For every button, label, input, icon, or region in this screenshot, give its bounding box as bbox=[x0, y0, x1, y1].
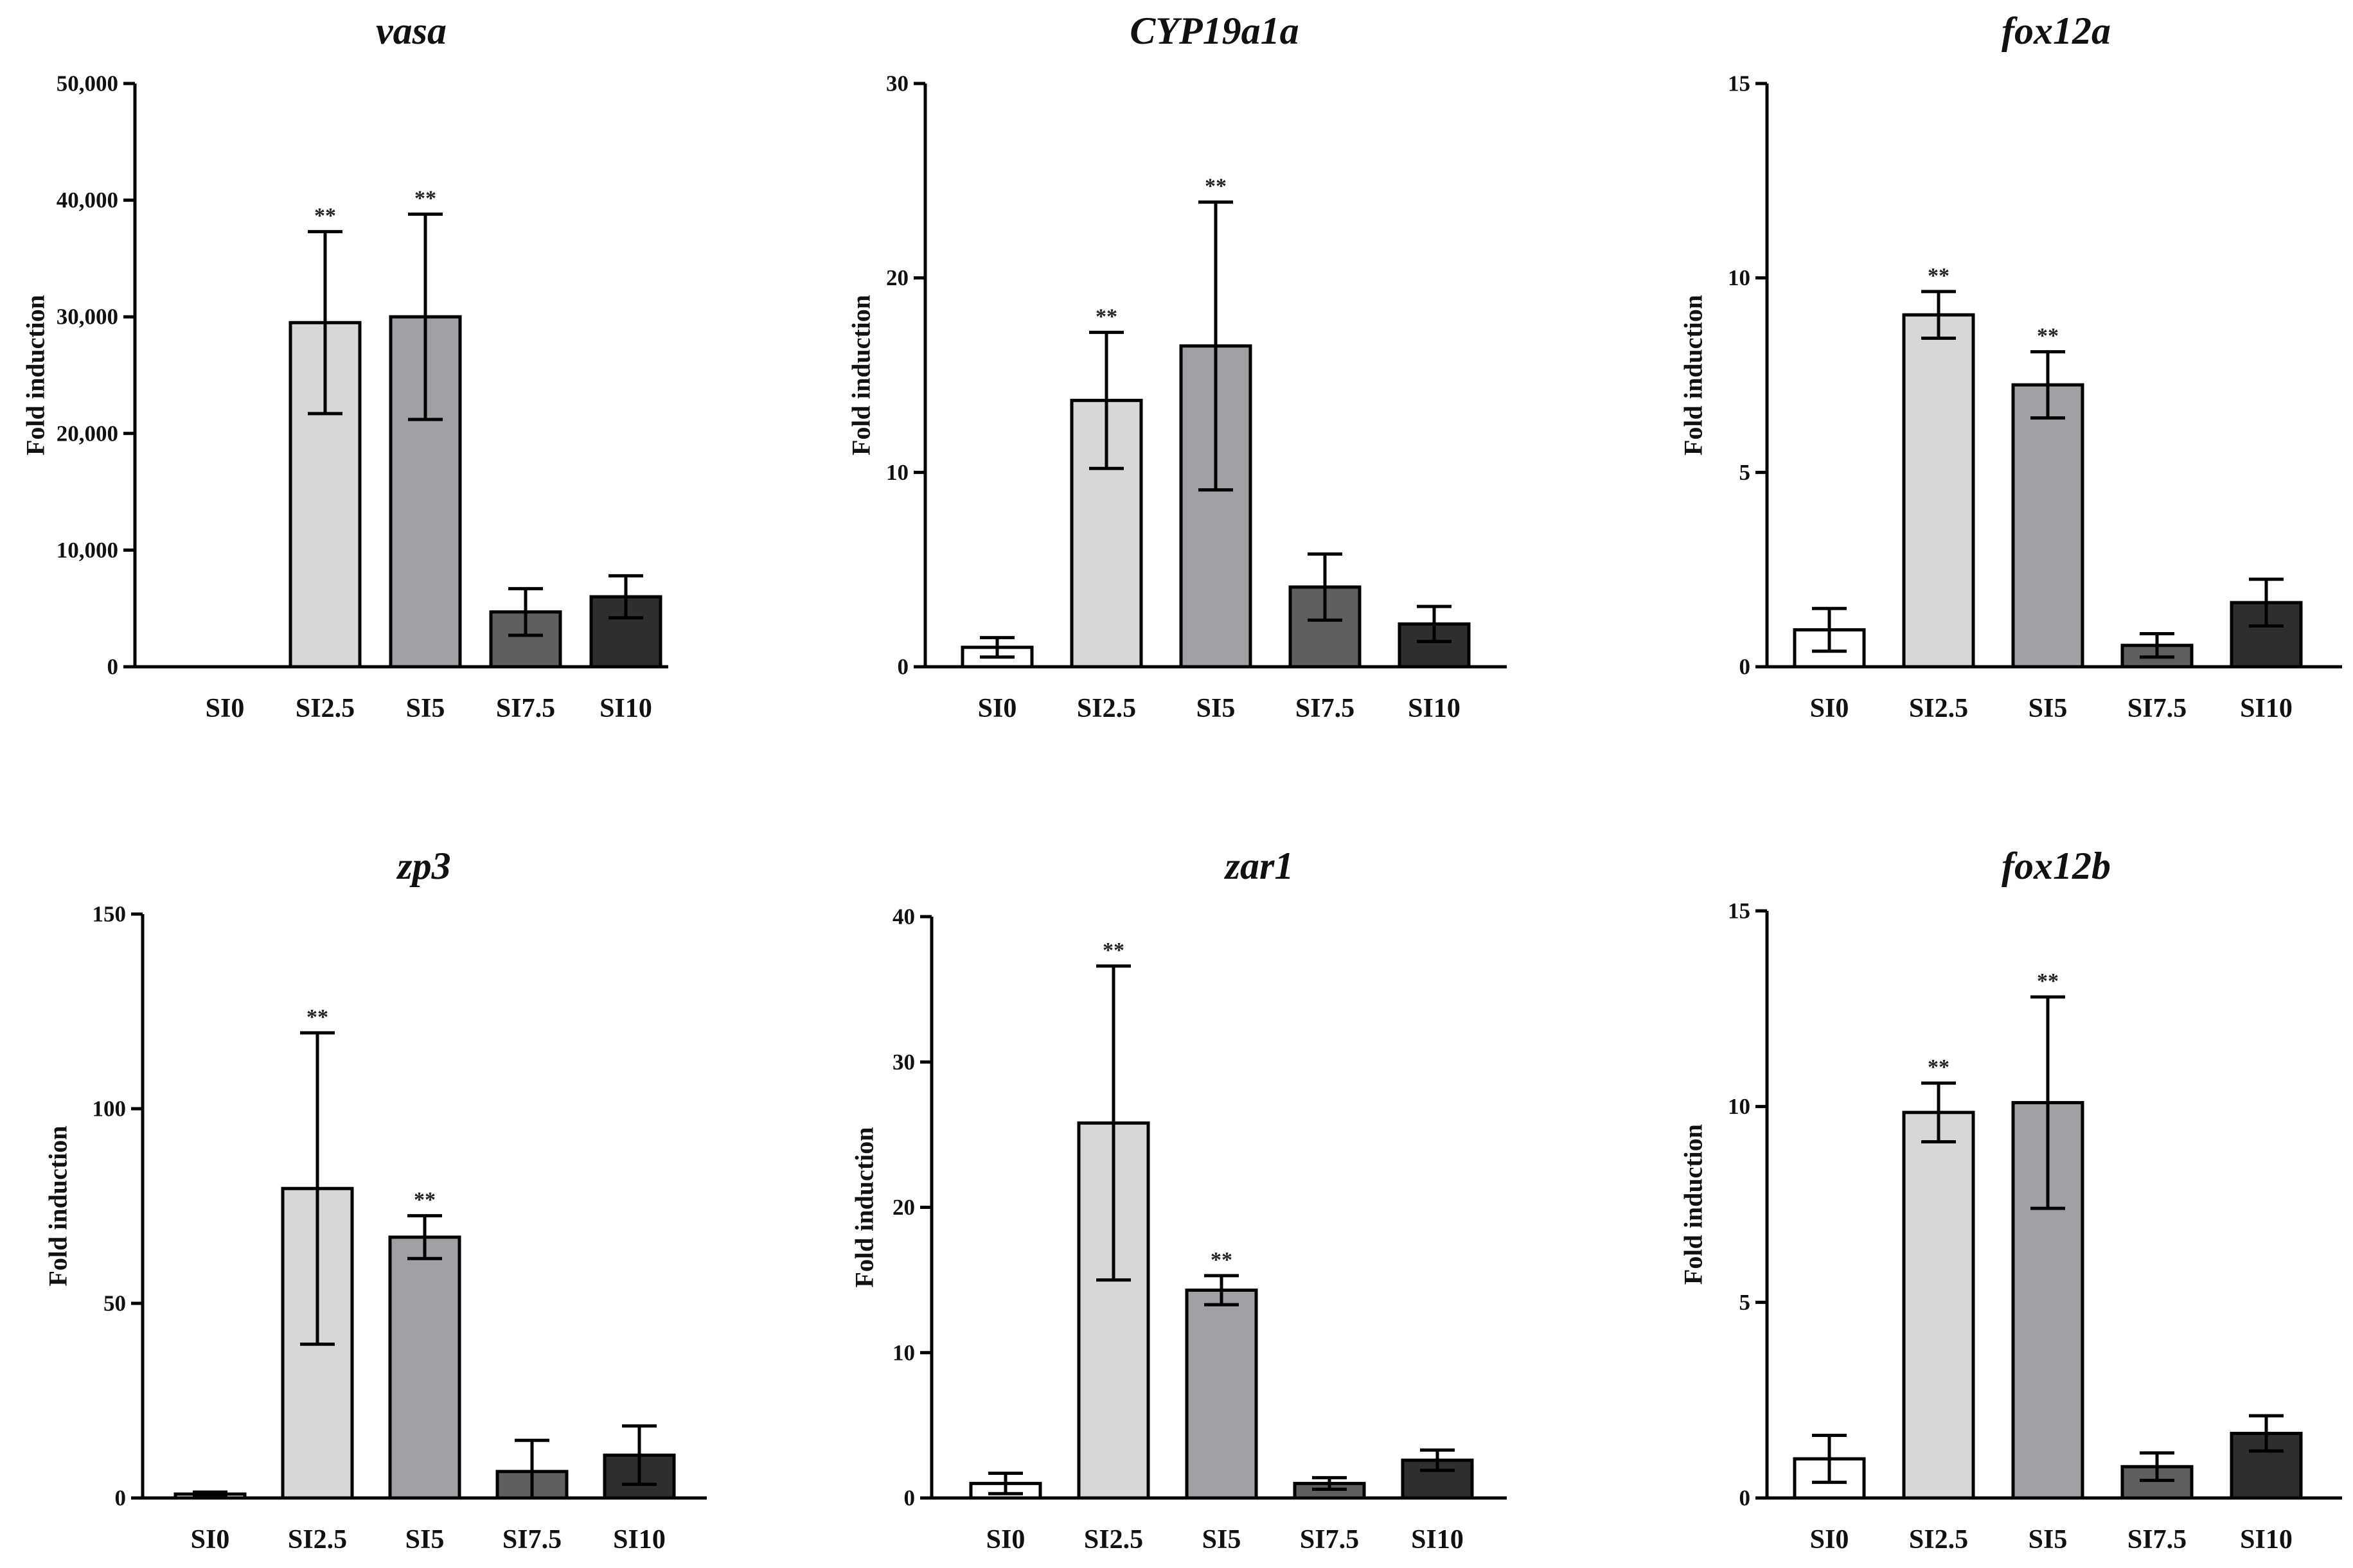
y-tick-label-zp3-0: 0 bbox=[115, 1486, 127, 1511]
significance-zar1-si2_5: ** bbox=[1103, 938, 1124, 962]
x-tick-label-zp3-si7_5: SI7.5 bbox=[502, 1525, 562, 1555]
x-tick-label-fox12a-si10: SI10 bbox=[2240, 694, 2293, 723]
y-tick-label-cyp19a1a-3: 30 bbox=[886, 71, 909, 96]
bar-fox12a-si5 bbox=[2011, 383, 2084, 669]
y-tick-label-vasa-4: 40,000 bbox=[57, 188, 118, 213]
y-tick-label-fox12a-2: 10 bbox=[1728, 265, 1750, 290]
panel-title-zp3: zp3 bbox=[396, 845, 450, 887]
x-tick-label-vasa-si2_5: SI2.5 bbox=[296, 694, 355, 723]
y-tick-label-zar1-3: 30 bbox=[892, 1050, 915, 1075]
x-tick-label-cyp19a1a-si7_5: SI7.5 bbox=[1295, 694, 1354, 723]
x-tick-label-fox12a-si7_5: SI7.5 bbox=[2127, 694, 2187, 723]
y-tick-label-zar1-0: 0 bbox=[904, 1486, 916, 1511]
x-tick-label-zar1-si2_5: SI2.5 bbox=[1084, 1525, 1143, 1555]
x-tick-label-fox12b-si7_5: SI7.5 bbox=[2127, 1525, 2187, 1555]
x-tick-label-fox12b-si0: SI0 bbox=[1810, 1525, 1849, 1555]
y-tick-label-fox12b-0: 0 bbox=[1739, 1486, 1751, 1511]
bar-vasa-si7_5 bbox=[489, 610, 562, 669]
y-tick-label-fox12a-0: 0 bbox=[1739, 655, 1751, 680]
bar-zp3-si5 bbox=[388, 1235, 461, 1500]
y-axis-label-cyp19a1a: Fold induction bbox=[847, 295, 876, 455]
y-axis-label-fox12a: Fold induction bbox=[1679, 295, 1708, 455]
panel-title-zar1: zar1 bbox=[1224, 845, 1294, 887]
panel-title-fox12a: fox12a bbox=[2002, 10, 2111, 52]
y-axis-label-vasa: Fold induction bbox=[21, 295, 50, 455]
y-tick-label-vasa-1: 10,000 bbox=[57, 538, 118, 563]
x-tick-label-vasa-si0: SI0 bbox=[206, 694, 245, 723]
x-tick-label-vasa-si5: SI5 bbox=[406, 694, 445, 723]
x-tick-label-cyp19a1a-si5: SI5 bbox=[1196, 694, 1236, 723]
significance-fox12b-si2_5: ** bbox=[1928, 1055, 1949, 1079]
y-tick-label-vasa-2: 20,000 bbox=[57, 421, 118, 446]
y-axis-label-fox12b: Fold induction bbox=[1679, 1124, 1708, 1285]
panel-title-cyp19a1a: CYP19a1a bbox=[1130, 10, 1299, 52]
panel-title-fox12b: fox12b bbox=[2002, 845, 2111, 887]
y-tick-label-zp3-1: 50 bbox=[103, 1291, 126, 1316]
x-tick-label-zp3-si0: SI0 bbox=[191, 1525, 230, 1555]
y-tick-label-fox12b-2: 10 bbox=[1728, 1094, 1750, 1119]
y-tick-label-cyp19a1a-1: 10 bbox=[886, 460, 909, 485]
x-tick-label-zp3-si10: SI10 bbox=[613, 1525, 666, 1555]
significance-cyp19a1a-si5: ** bbox=[1205, 175, 1227, 198]
significance-fox12b-si5: ** bbox=[2037, 969, 2059, 993]
x-tick-label-fox12b-si2_5: SI2.5 bbox=[1909, 1525, 1968, 1555]
y-tick-label-zar1-2: 20 bbox=[892, 1195, 915, 1220]
x-tick-label-fox12a-si5: SI5 bbox=[2029, 694, 2068, 723]
x-tick-label-fox12a-si2_5: SI2.5 bbox=[1909, 694, 1968, 723]
y-tick-label-vasa-5: 50,000 bbox=[57, 71, 118, 96]
y-tick-label-zp3-3: 150 bbox=[93, 902, 127, 927]
significance-zp3-si2_5: ** bbox=[306, 1005, 328, 1029]
significance-vasa-si2_5: ** bbox=[314, 204, 336, 228]
x-tick-label-cyp19a1a-si10: SI10 bbox=[1408, 694, 1461, 723]
x-tick-label-vasa-si10: SI10 bbox=[599, 694, 652, 723]
y-tick-label-zp3-2: 100 bbox=[93, 1097, 127, 1122]
y-axis-label-zar1: Fold induction bbox=[850, 1127, 879, 1287]
significance-fox12a-si5: ** bbox=[2037, 324, 2059, 348]
x-tick-label-zp3-si2_5: SI2.5 bbox=[288, 1525, 347, 1555]
significance-zp3-si5: ** bbox=[414, 1188, 436, 1212]
y-tick-label-zar1-4: 40 bbox=[892, 904, 915, 929]
x-tick-label-fox12a-si0: SI0 bbox=[1810, 694, 1849, 723]
bar-zar1-si5 bbox=[1185, 1288, 1258, 1500]
x-tick-label-zp3-si5: SI5 bbox=[405, 1525, 445, 1555]
y-tick-label-cyp19a1a-2: 20 bbox=[886, 265, 909, 290]
bar-fox12b-si2_5 bbox=[1902, 1111, 1975, 1500]
x-tick-label-vasa-si7_5: SI7.5 bbox=[496, 694, 555, 723]
bar-fox12a-si2_5 bbox=[1902, 313, 1975, 669]
x-tick-label-zar1-si7_5: SI7.5 bbox=[1300, 1525, 1359, 1555]
y-tick-label-fox12a-1: 5 bbox=[1739, 460, 1751, 485]
y-tick-label-fox12b-3: 15 bbox=[1728, 899, 1750, 924]
y-tick-label-cyp19a1a-0: 0 bbox=[898, 655, 909, 680]
y-tick-label-vasa-0: 0 bbox=[107, 655, 119, 680]
y-tick-label-fox12a-3: 15 bbox=[1728, 71, 1750, 96]
x-tick-label-cyp19a1a-si0: SI0 bbox=[978, 694, 1017, 723]
significance-zar1-si5: ** bbox=[1211, 1248, 1232, 1272]
y-axis-label-zp3: Fold induction bbox=[44, 1125, 73, 1286]
significance-vasa-si5: ** bbox=[414, 186, 436, 210]
x-tick-label-zar1-si10: SI10 bbox=[1411, 1525, 1464, 1555]
significance-fox12a-si2_5: ** bbox=[1928, 264, 1949, 288]
significance-cyp19a1a-si2_5: ** bbox=[1096, 304, 1117, 328]
x-tick-label-fox12b-si10: SI10 bbox=[2240, 1525, 2293, 1555]
x-tick-label-cyp19a1a-si2_5: SI2.5 bbox=[1077, 694, 1136, 723]
y-tick-label-vasa-3: 30,000 bbox=[57, 304, 118, 330]
y-tick-label-zar1-1: 10 bbox=[892, 1340, 915, 1365]
x-tick-label-zar1-si0: SI0 bbox=[986, 1525, 1026, 1555]
x-tick-label-fox12b-si5: SI5 bbox=[2029, 1525, 2068, 1555]
bar-fox12a-si10 bbox=[2230, 601, 2303, 669]
x-tick-label-zar1-si5: SI5 bbox=[1202, 1525, 1241, 1555]
y-tick-label-fox12b-1: 5 bbox=[1739, 1290, 1751, 1315]
panel-title-vasa: vasa bbox=[376, 10, 447, 52]
